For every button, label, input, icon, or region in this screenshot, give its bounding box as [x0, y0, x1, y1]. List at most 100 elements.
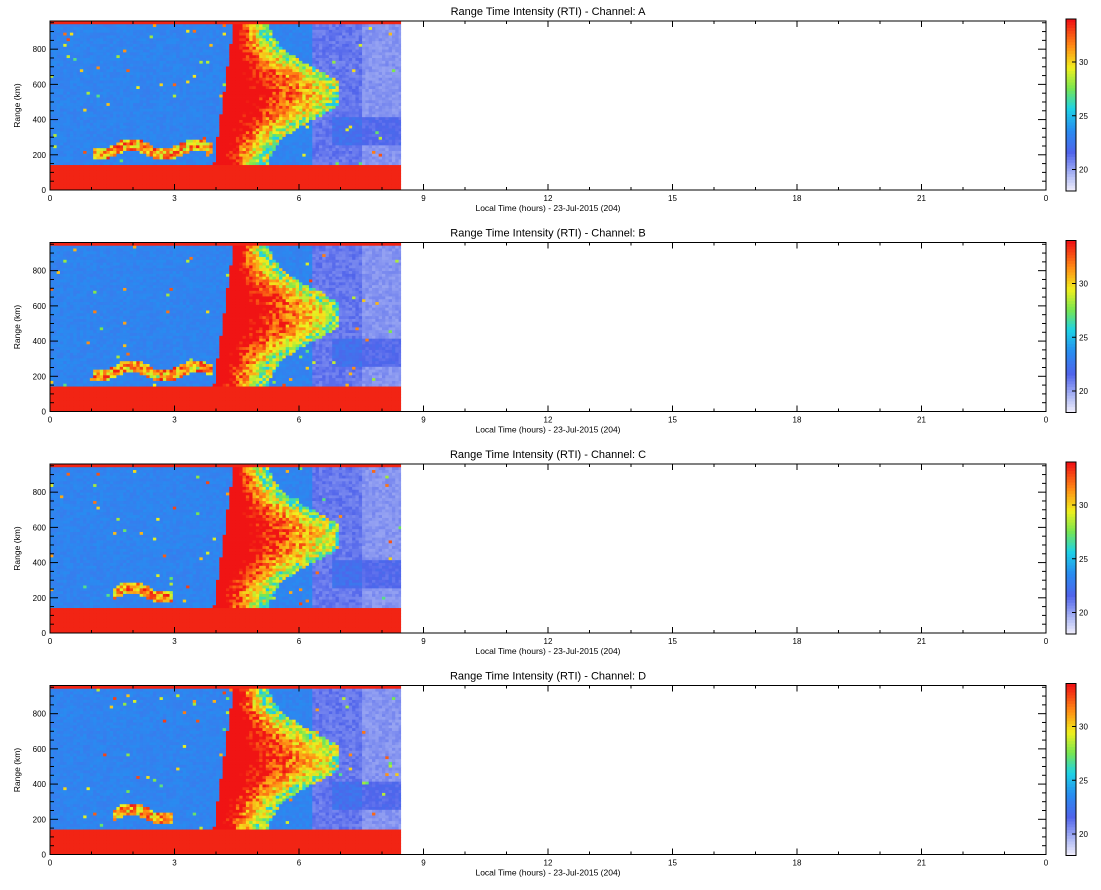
heatmap-cell	[312, 55, 316, 58]
heatmap-cell	[183, 111, 187, 114]
heatmap-cell	[170, 151, 174, 154]
heatmap-cell	[150, 170, 154, 173]
heatmap-cell	[83, 136, 87, 139]
heatmap-cell	[219, 159, 223, 162]
heatmap-cell	[322, 145, 326, 148]
heatmap-cell	[110, 134, 114, 137]
heatmap-cell	[140, 52, 144, 55]
heatmap-cell	[249, 89, 253, 92]
heatmap-cell	[206, 46, 210, 49]
heatmap-cell	[262, 103, 266, 106]
heatmap-cell	[183, 52, 187, 55]
heatmap-cell	[309, 108, 313, 111]
heatmap-cell	[133, 94, 137, 97]
heatmap-cell	[236, 122, 240, 125]
heatmap-cell	[302, 134, 306, 137]
heatmap-cell	[183, 136, 187, 139]
heatmap-cell	[150, 63, 154, 66]
heatmap-cell	[100, 80, 104, 83]
heatmap-cell	[110, 122, 114, 125]
heatmap-cell	[259, 156, 263, 159]
heatmap-cell	[196, 91, 200, 94]
heatmap-cell	[90, 49, 94, 52]
heatmap-cell	[246, 83, 250, 86]
heatmap-cell	[269, 156, 273, 159]
heatmap-cell	[93, 162, 97, 165]
heatmap-cell	[239, 32, 243, 35]
heatmap-cell	[236, 60, 240, 63]
heatmap-cell	[256, 100, 260, 103]
heatmap-cell	[90, 122, 94, 125]
heatmap-cell	[256, 173, 260, 176]
heatmap-cell	[110, 106, 114, 109]
heatmap-cell	[70, 128, 74, 131]
heatmap-cell	[153, 111, 157, 114]
heatmap-cell	[276, 94, 280, 97]
heatmap-cell	[306, 170, 310, 173]
heatmap-cell	[262, 52, 266, 55]
heatmap-cell	[326, 156, 330, 159]
heatmap-cell	[83, 41, 87, 44]
heatmap-cell	[276, 27, 280, 30]
heatmap-cell	[143, 58, 147, 61]
heatmap-cell	[219, 97, 223, 100]
heatmap-cell	[236, 159, 240, 162]
heatmap-cell	[156, 46, 160, 49]
heatmap-cell	[136, 117, 140, 120]
heatmap-cell	[256, 52, 260, 55]
heatmap-cell	[73, 52, 77, 55]
heatmap-cell	[266, 29, 270, 32]
heatmap-cell	[292, 167, 296, 170]
heatmap-cell	[216, 89, 220, 92]
heatmap-cell	[259, 97, 263, 100]
heatmap-cell	[239, 52, 243, 55]
heatmap-cell	[259, 159, 263, 162]
heatmap-cell	[299, 60, 303, 63]
heatmap-cell	[143, 136, 147, 139]
heatmap-cell	[83, 63, 87, 66]
heatmap-cell	[153, 75, 157, 78]
heatmap-cell	[279, 55, 283, 58]
heatmap-cell	[80, 41, 84, 44]
heatmap-cell	[196, 184, 200, 187]
heatmap-cell	[116, 162, 120, 165]
heatmap-cell	[53, 100, 57, 103]
heatmap-cell	[120, 94, 124, 97]
heatmap-cell	[53, 24, 57, 27]
heatmap-cell	[199, 139, 203, 142]
heatmap-cell	[216, 63, 220, 66]
heatmap-cell	[146, 55, 150, 58]
heatmap-cell	[123, 46, 127, 49]
heatmap-cell	[276, 66, 280, 69]
heatmap-cell	[229, 80, 233, 83]
heatmap-cell	[130, 86, 134, 89]
heatmap-cell	[326, 153, 330, 156]
heatmap-cell	[143, 182, 147, 185]
heatmap-cell	[296, 136, 300, 139]
heatmap-cell	[170, 114, 174, 117]
heatmap-cell	[262, 162, 266, 165]
heatmap-cell	[143, 151, 147, 154]
heatmap-cell	[246, 131, 250, 134]
heatmap-cell	[60, 29, 64, 32]
heatmap-cell	[170, 173, 174, 176]
heatmap-cell	[179, 52, 183, 55]
heatmap-cell	[173, 139, 177, 142]
heatmap-cell	[186, 106, 190, 109]
heatmap-cell	[289, 103, 293, 106]
heatmap-cell	[299, 66, 303, 69]
heatmap-cell	[140, 111, 144, 114]
heatmap-cell	[316, 156, 320, 159]
heatmap-cell	[193, 142, 197, 145]
heatmap-cell	[262, 145, 266, 148]
heatmap-cell	[156, 52, 160, 55]
heatmap-cell	[253, 97, 257, 100]
heatmap-cell	[309, 103, 313, 106]
heatmap-cell	[160, 83, 164, 86]
heatmap-cell	[153, 106, 157, 109]
heatmap-cell	[196, 49, 200, 52]
heatmap-cell	[173, 89, 177, 92]
heatmap-cell	[249, 75, 253, 78]
heatmap-cell	[233, 75, 237, 78]
heatmap-cell	[179, 167, 183, 170]
